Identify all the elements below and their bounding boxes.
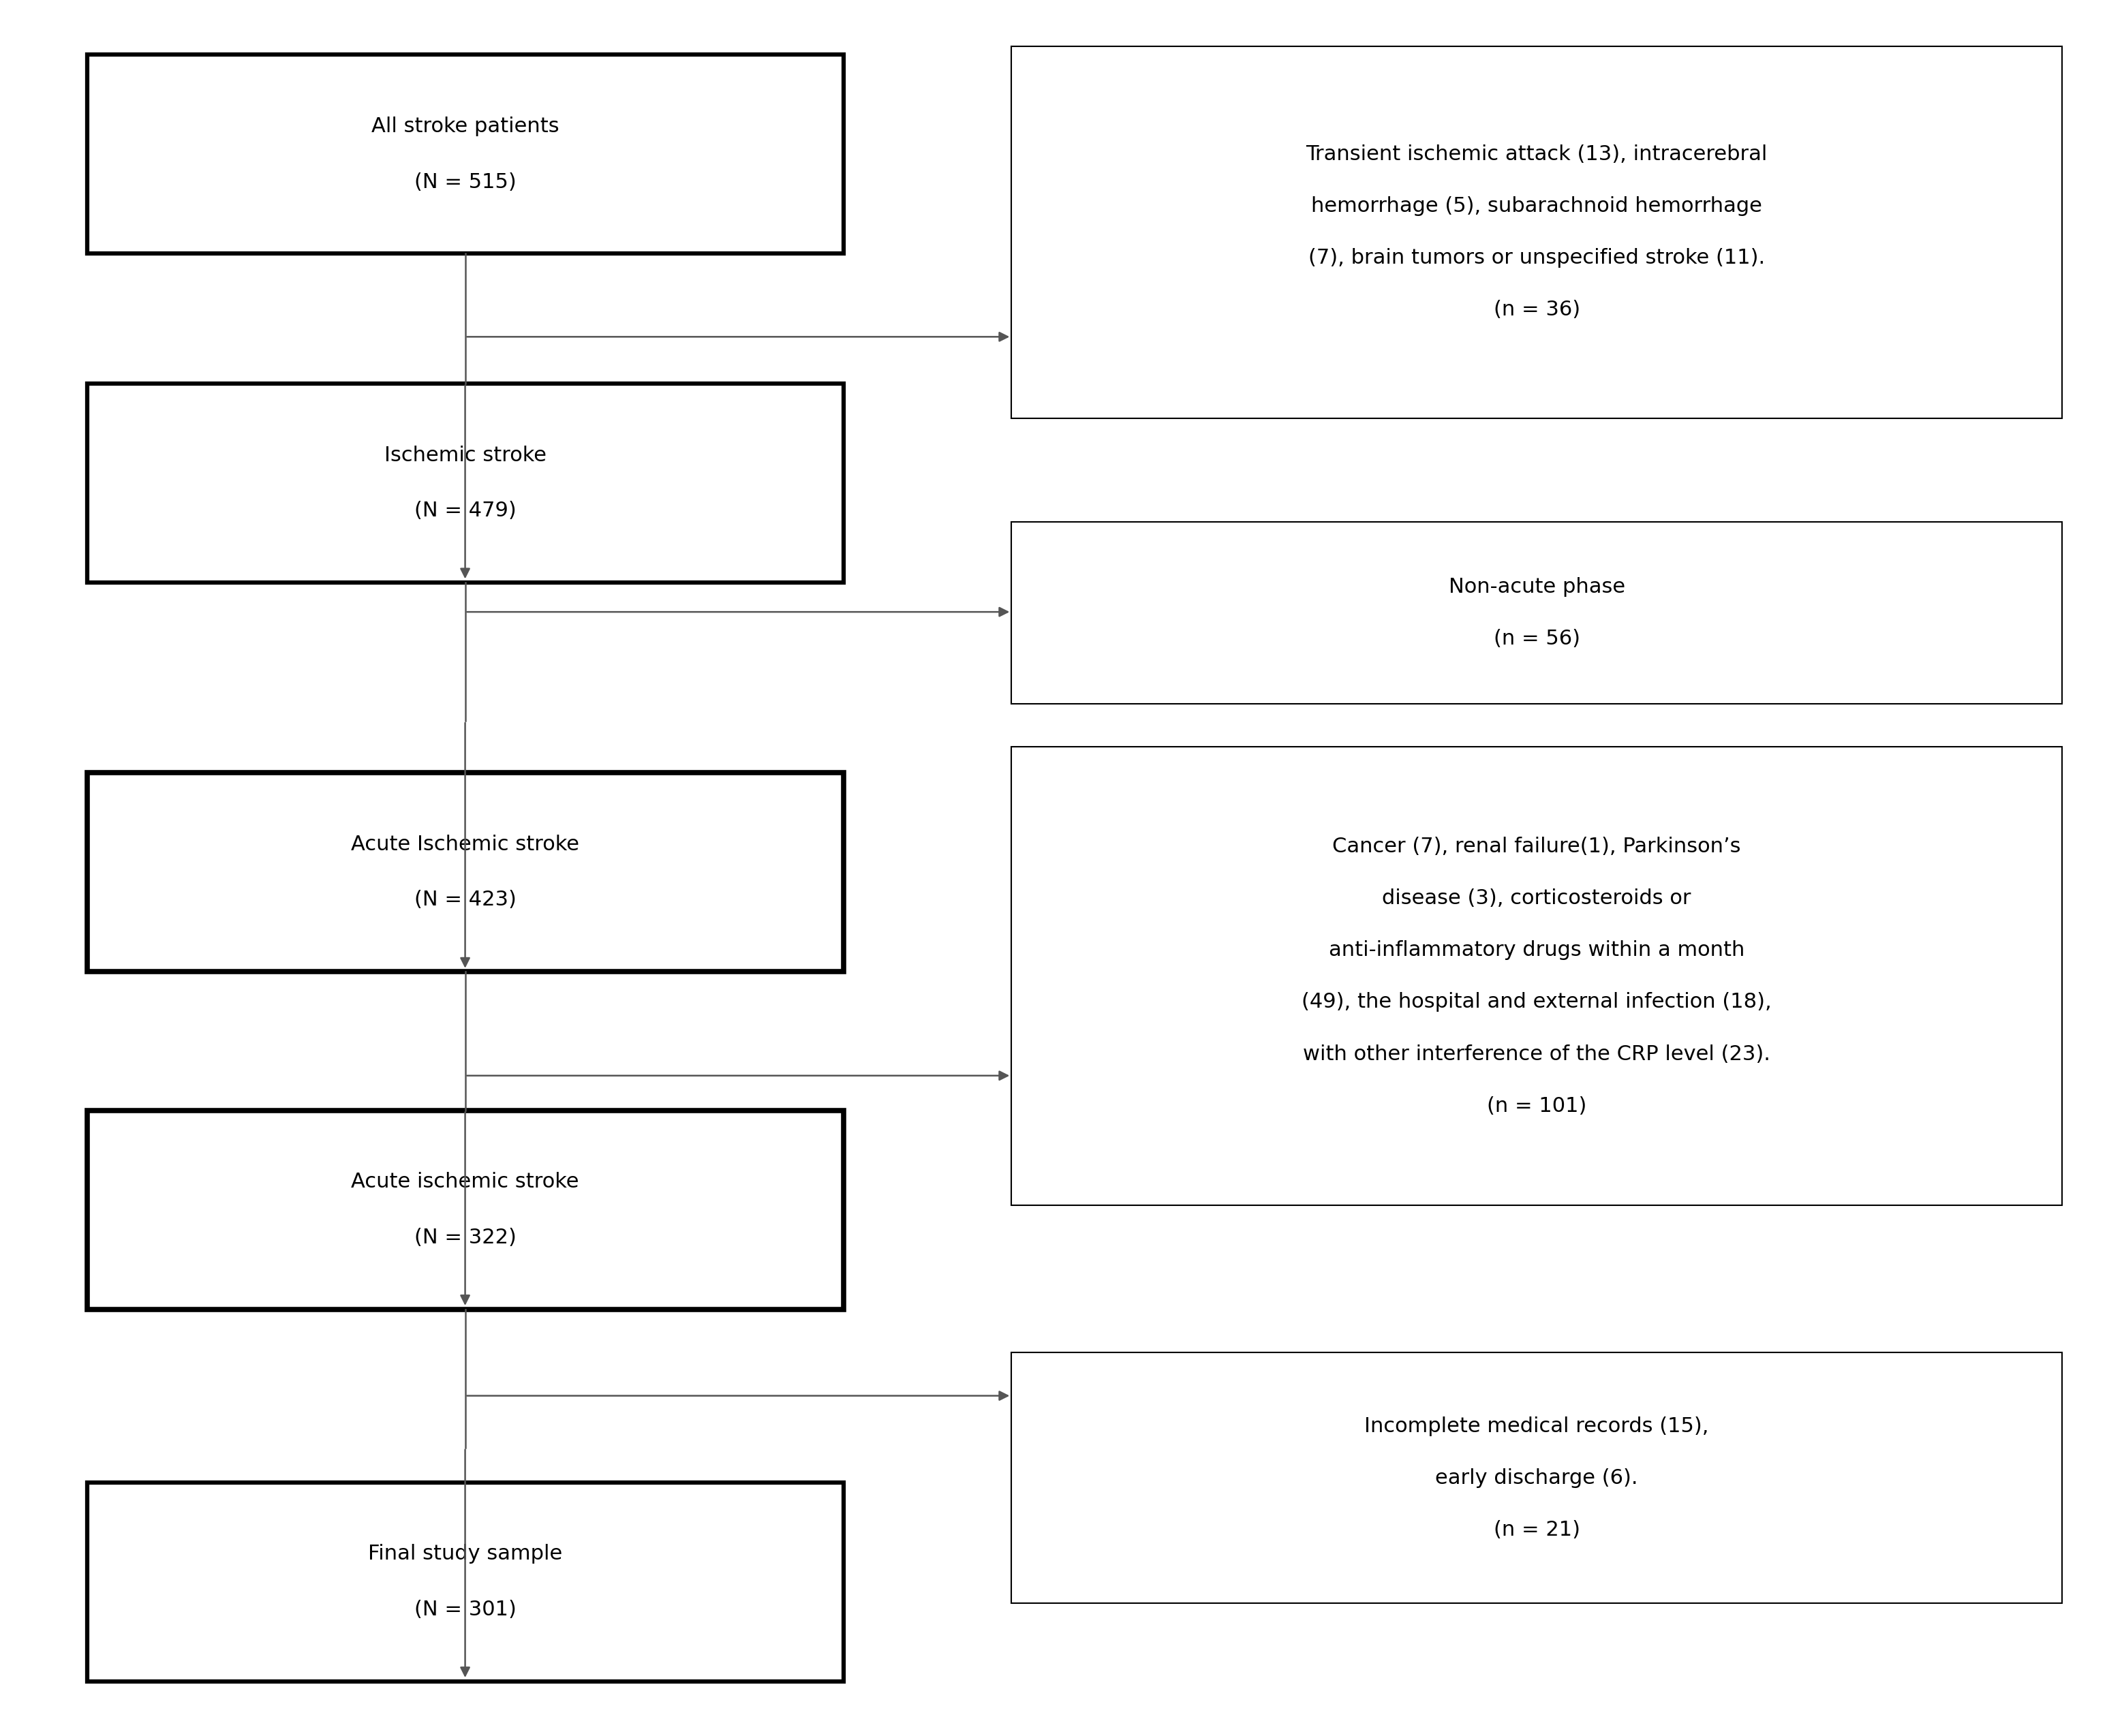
Bar xyxy=(86,773,843,972)
Bar xyxy=(86,1483,843,1680)
Text: Ischemic stroke: Ischemic stroke xyxy=(383,446,546,465)
Bar xyxy=(86,56,843,253)
Text: (7), brain tumors or unspecified stroke (11).: (7), brain tumors or unspecified stroke … xyxy=(1308,248,1766,267)
Text: (N = 515): (N = 515) xyxy=(415,172,516,191)
Text: (N = 301): (N = 301) xyxy=(415,1599,516,1620)
Text: (n = 101): (n = 101) xyxy=(1488,1095,1587,1116)
Text: Acute Ischemic stroke: Acute Ischemic stroke xyxy=(352,835,579,854)
Text: (n = 21): (n = 21) xyxy=(1494,1521,1580,1540)
Text: All stroke patients: All stroke patients xyxy=(371,116,558,137)
Text: (N = 423): (N = 423) xyxy=(415,891,516,910)
Text: hemorrhage (5), subarachnoid hemorrhage: hemorrhage (5), subarachnoid hemorrhage xyxy=(1311,196,1761,215)
Bar xyxy=(1011,523,2063,703)
Bar xyxy=(1011,746,2063,1205)
Text: Transient ischemic attack (13), intracerebral: Transient ischemic attack (13), intracer… xyxy=(1306,144,1768,165)
Text: Non-acute phase: Non-acute phase xyxy=(1448,576,1624,597)
Text: (n = 56): (n = 56) xyxy=(1494,628,1580,649)
Bar xyxy=(1011,1352,2063,1604)
Text: (49), the hospital and external infection (18),: (49), the hospital and external infectio… xyxy=(1302,993,1772,1012)
Text: Final study sample: Final study sample xyxy=(369,1545,563,1564)
Text: (n = 36): (n = 36) xyxy=(1494,300,1580,319)
Text: (N = 322): (N = 322) xyxy=(415,1227,516,1246)
Bar xyxy=(86,384,843,583)
Text: Incomplete medical records (15),: Incomplete medical records (15), xyxy=(1365,1417,1709,1436)
Text: (N = 479): (N = 479) xyxy=(415,500,516,521)
Text: anti-inflammatory drugs within a month: anti-inflammatory drugs within a month xyxy=(1330,941,1745,960)
Text: early discharge (6).: early discharge (6). xyxy=(1435,1469,1637,1488)
Text: disease (3), corticosteroids or: disease (3), corticosteroids or xyxy=(1382,889,1692,908)
Text: Cancer (7), renal failure(1), Parkinson’s: Cancer (7), renal failure(1), Parkinson’… xyxy=(1332,837,1740,856)
Bar xyxy=(1011,47,2063,418)
Text: Acute ischemic stroke: Acute ischemic stroke xyxy=(352,1172,579,1193)
Text: with other interference of the CRP level (23).: with other interference of the CRP level… xyxy=(1302,1043,1770,1064)
Bar xyxy=(86,1111,843,1309)
